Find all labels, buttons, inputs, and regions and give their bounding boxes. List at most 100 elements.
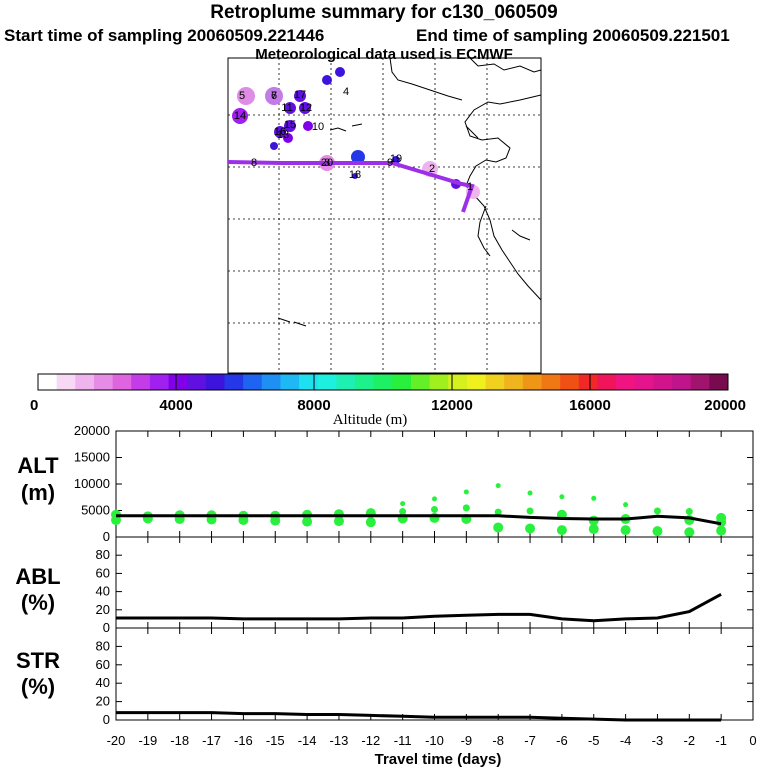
alt-scatter-point <box>495 483 501 489</box>
track-day-label: 7 <box>271 90 277 102</box>
x-tick-label: -8 <box>492 733 504 748</box>
y-tick-label: 40 <box>96 675 110 690</box>
colorbar-tick-label: 0 <box>30 397 38 414</box>
panel-alt: 20000 15000 10000 5000 0 ALT(m) <box>17 423 754 544</box>
particle-cluster <box>232 108 248 124</box>
y-tick-label: 0 <box>103 620 110 635</box>
x-tick-label: -15 <box>266 733 285 748</box>
y-tick-label: 20 <box>96 694 110 709</box>
particle-cluster <box>351 150 365 164</box>
x-tick-label: -11 <box>394 733 412 748</box>
alt-scatter-point <box>462 504 470 512</box>
colorbar-segment <box>690 374 710 390</box>
x-tick-labels: -20 -19 -18 -17 -16 -15 -14 -13 -12 -11 -10 -9 -8 -7-… <box>107 733 757 748</box>
particle-cluster <box>237 87 255 105</box>
colorbar-segment <box>560 374 580 390</box>
particle-cluster <box>299 102 311 114</box>
track-day-label: 10 <box>312 121 324 133</box>
alt-scatter-point <box>684 527 695 538</box>
y-tick-label: 60 <box>96 657 110 672</box>
coastline-vancouver-island <box>465 125 479 139</box>
x-tick-label: -17 <box>202 733 221 748</box>
colorbar-segment <box>299 374 319 390</box>
colorbar-segment <box>224 374 244 390</box>
island <box>351 123 363 127</box>
alt-scatter-point <box>556 525 567 536</box>
x-tick-label: -1 <box>715 733 727 748</box>
particle-cluster <box>322 75 332 85</box>
y-tick-label: 10000 <box>74 476 110 491</box>
track-day-label: 9 <box>387 157 393 169</box>
track-day-label: 4 <box>343 86 349 98</box>
end-time: End time of sampling 20060509.221501 <box>416 26 730 45</box>
particle-cluster <box>294 90 306 102</box>
y-tick-label: 5000 <box>81 503 110 518</box>
y-tick-label: 0 <box>103 712 110 727</box>
x-tick-label: -10 <box>425 733 444 748</box>
colorbar-segment <box>280 374 300 390</box>
colorbar-tick-label: 8000 <box>297 397 330 414</box>
alt-scatter-point <box>716 512 727 523</box>
series-line-abl <box>116 592 722 623</box>
colorbar-segment <box>392 374 412 390</box>
particle-cluster <box>303 121 313 131</box>
panel-label-unit: (%) <box>21 674 55 699</box>
colorbar-segment <box>466 374 487 390</box>
met-data-line: Meteorological data used is ECMWF <box>255 46 513 63</box>
alt-scatter-point <box>431 505 438 513</box>
colorbar-segment <box>93 374 114 390</box>
colorbar-segment <box>168 374 188 390</box>
colorbar-label: Altitude (m) <box>333 412 408 428</box>
panel-frame <box>115 536 754 629</box>
track-day-label: 15 <box>284 119 296 131</box>
track-day-label: 3 <box>324 157 330 169</box>
track-day-label: 19 <box>390 153 402 165</box>
colorbar-tick-label: 4000 <box>159 397 192 414</box>
islands <box>277 123 531 327</box>
x-tick-label: -4 <box>620 733 632 748</box>
colorbar-segment <box>112 374 132 390</box>
track-day-label: 11 <box>281 102 292 114</box>
x-tick-label: -12 <box>361 733 380 748</box>
panel-label-unit: (%) <box>21 590 55 615</box>
alt-scatter-point <box>620 525 631 536</box>
alt-scatter-point <box>588 524 599 535</box>
alt-scatter-point <box>527 490 533 496</box>
alt-scatter-point <box>463 489 469 495</box>
x-tick-label: -13 <box>330 733 349 748</box>
y-tick-label: 60 <box>96 565 110 580</box>
panel-label-name: STR <box>16 648 60 673</box>
x-tick-label: -2 <box>684 733 696 748</box>
colorbar-segment <box>336 374 356 390</box>
y-tick-label: 15000 <box>74 450 110 465</box>
particle-cluster <box>274 126 286 138</box>
colorbar-segment <box>75 374 95 390</box>
y-tick-label: 80 <box>96 638 110 653</box>
x-axis-title: Travel time (days) <box>375 751 502 768</box>
particle-cluster <box>335 67 345 77</box>
alt-scatter-point <box>525 523 536 534</box>
x-tick-label: -18 <box>170 733 189 748</box>
coastline-baja <box>477 205 491 257</box>
island <box>329 127 347 132</box>
y-tick-label: 20 <box>96 602 110 617</box>
colorbar-segment <box>522 374 543 390</box>
alt-scatter-point <box>588 515 599 526</box>
alt-scatter-point <box>400 501 406 507</box>
particle-cluster <box>283 133 293 143</box>
particle-cluster <box>284 120 296 132</box>
x-tick-label: -9 <box>461 733 473 748</box>
x-tick-label: -6 <box>556 733 568 748</box>
x-tick-label: -14 <box>298 733 317 748</box>
x-tick-label: 0 <box>749 733 756 748</box>
hawaii-island <box>293 321 307 327</box>
y-tick-label: 40 <box>96 584 110 599</box>
colorbar-segment <box>38 374 58 390</box>
track-day-label: 18 <box>349 169 361 181</box>
colorbar-segment <box>616 374 636 390</box>
particle-cluster <box>265 87 283 105</box>
colorbar-segment <box>410 374 431 390</box>
alt-scatter-point <box>494 508 502 516</box>
